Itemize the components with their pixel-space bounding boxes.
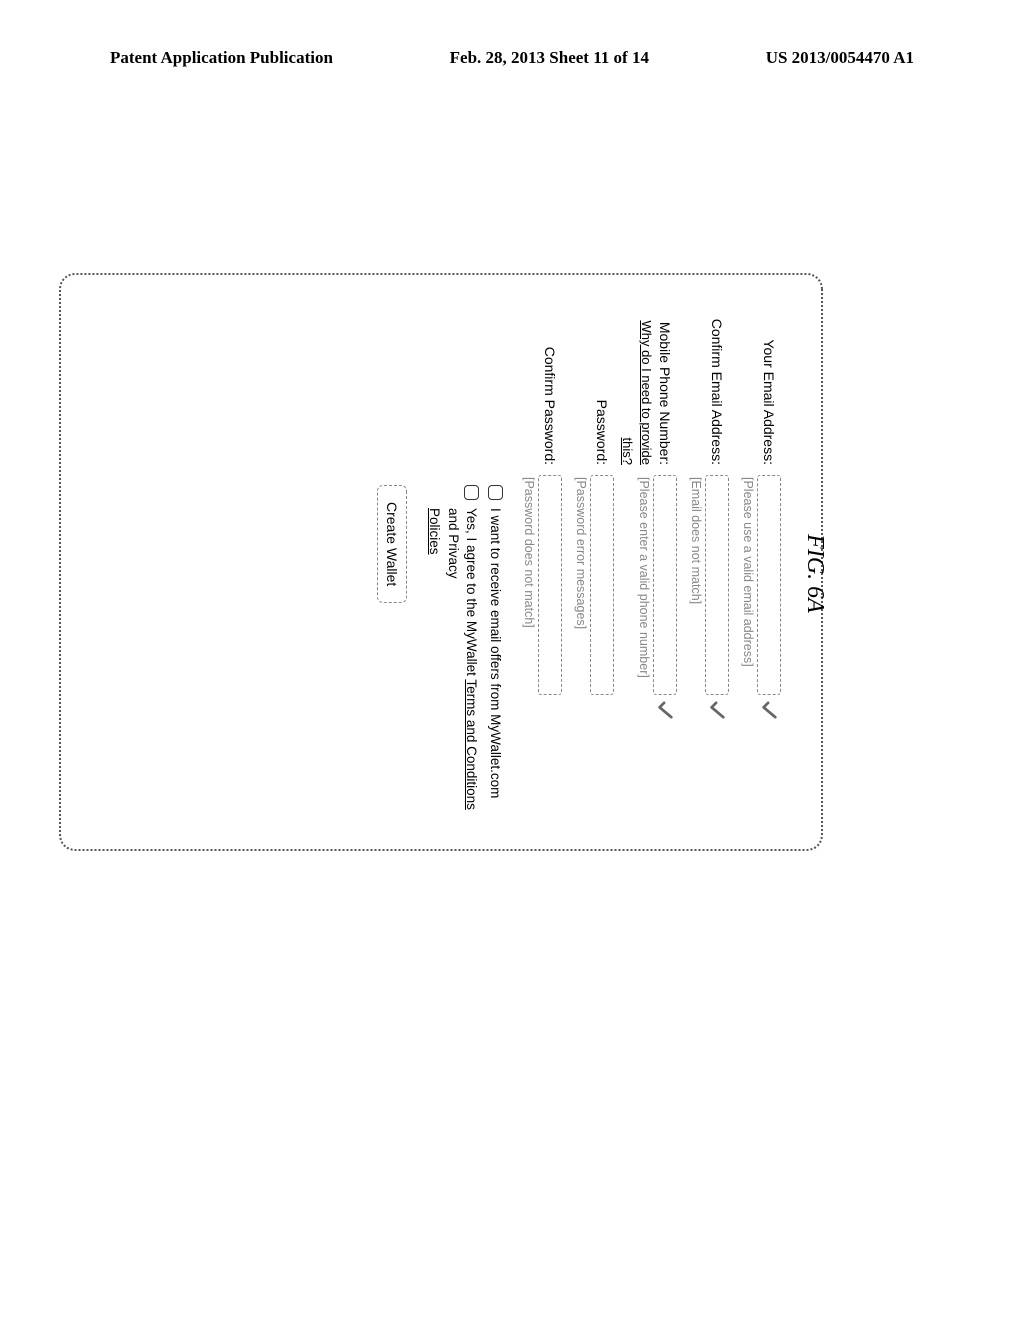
hint-password: [Password error messages]	[574, 477, 588, 819]
input-confirm-email[interactable]	[705, 475, 729, 695]
create-row: Create Wallet	[377, 485, 407, 819]
input-mobile[interactable]	[653, 475, 677, 695]
hint-confirm-email: [Email does not match]	[689, 477, 703, 819]
field-mobile: Mobile Phone Number: Why do I need to pr…	[618, 305, 677, 819]
header-center: Feb. 28, 2013 Sheet 11 of 14	[450, 48, 649, 68]
checkbox-offers-row: I want to receive email offers from MyWa…	[486, 485, 504, 819]
figure-caption: FIG. 6A	[801, 534, 828, 613]
header-left: Patent Application Publication	[110, 48, 333, 68]
check-icon	[760, 701, 778, 719]
field-password: Password: [Password error messages]	[566, 305, 614, 819]
terms-policies[interactable]: Policies	[427, 508, 442, 555]
checkbox-terms-row: Yes, I agree to the MyWallet Terms and C…	[425, 485, 480, 819]
hint-email: [Please use a valid email address]	[741, 477, 755, 819]
checkbox-offers[interactable]	[488, 485, 503, 500]
figure-container: Your Email Address: [Please use a valid …	[59, 273, 823, 851]
check-icon	[708, 701, 726, 719]
label-mobile-text: Mobile Phone Number:	[657, 322, 673, 465]
page-header: Patent Application Publication Feb. 28, …	[0, 48, 1024, 68]
label-mobile: Mobile Phone Number: Why do I need to pr…	[618, 305, 677, 475]
label-password: Password:	[593, 305, 614, 475]
terms-and: and Privacy	[446, 508, 461, 579]
checkbox-terms[interactable]	[464, 485, 479, 500]
terms-pre: Yes, I agree to the MyWallet	[464, 508, 479, 679]
signup-form: Your Email Address: [Please use a valid …	[59, 273, 823, 851]
checkbox-terms-label: Yes, I agree to the MyWallet Terms and C…	[425, 508, 480, 819]
field-confirm-password: Confirm Password: [Password does not mat…	[514, 305, 562, 819]
help-link-mobile[interactable]: Why do I need to provide this?	[620, 320, 654, 465]
hint-mobile: [Please enter a valid phone number]	[637, 477, 651, 819]
label-confirm-email: Confirm Email Address:	[708, 305, 729, 475]
label-confirm-password: Confirm Password:	[541, 305, 562, 475]
check-icon	[656, 701, 674, 719]
hint-confirm-password: [Password does not match]	[522, 477, 536, 819]
field-confirm-email: Confirm Email Address: [Email does not m…	[681, 305, 729, 819]
input-email[interactable]	[757, 475, 781, 695]
input-confirm-password[interactable]	[538, 475, 562, 695]
input-password[interactable]	[590, 475, 614, 695]
header-right: US 2013/0054470 A1	[766, 48, 914, 68]
create-wallet-button[interactable]: Create Wallet	[377, 485, 407, 603]
label-email: Your Email Address:	[760, 305, 781, 475]
terms-link[interactable]: Terms and Conditions	[464, 679, 479, 810]
checkbox-offers-label: I want to receive email offers from MyWa…	[486, 508, 504, 798]
field-email: Your Email Address: [Please use a valid …	[733, 305, 781, 819]
